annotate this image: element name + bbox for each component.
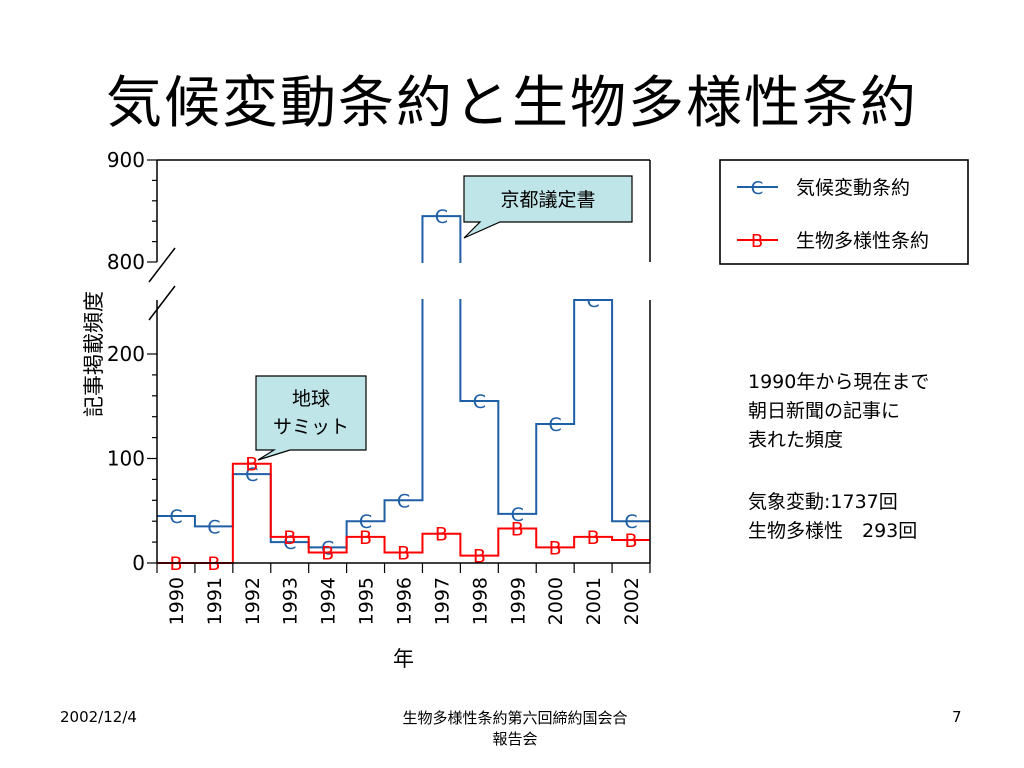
climate-marker-1997: C bbox=[435, 206, 448, 228]
biodiversity-marker-1998: B bbox=[473, 546, 486, 568]
axis-break-gap bbox=[156, 263, 651, 299]
climate-marker-1994: C bbox=[321, 537, 334, 559]
note-line-3: 表れた頻度 bbox=[748, 429, 844, 451]
biodiversity-marker-1997: B bbox=[435, 524, 448, 546]
y-tick-label: 0 bbox=[132, 551, 145, 575]
biodiversity-marker-1996: B bbox=[397, 543, 410, 565]
x-tick-label: 1990 bbox=[166, 577, 188, 625]
note-line-5: 生物多様性 293回 bbox=[748, 520, 918, 542]
callout-summit-line1: 地球 bbox=[292, 388, 330, 410]
footer-title-line2: 報告会 bbox=[492, 730, 538, 748]
climate-marker-1995: C bbox=[359, 511, 372, 533]
footer-title-line1: 生物多様性条約第六回締約国会合 bbox=[402, 709, 628, 727]
biodiversity-marker-1992: B bbox=[245, 454, 258, 476]
climate-marker-1998: C bbox=[473, 391, 486, 413]
x-tick-label: 1991 bbox=[204, 577, 226, 625]
climate-marker-1999: C bbox=[511, 504, 524, 526]
biodiversity-marker-1999: B bbox=[511, 519, 524, 541]
biodiversity-marker-2000: B bbox=[549, 537, 562, 559]
biodiversity-series-line bbox=[157, 462, 650, 564]
climate-series-line bbox=[157, 215, 650, 549]
x-tick-label: 2000 bbox=[545, 577, 567, 625]
biodiversity-marker-2002: B bbox=[625, 530, 638, 552]
x-tick-label: 1992 bbox=[242, 577, 264, 625]
x-tick-label: 1998 bbox=[469, 577, 491, 625]
x-tick-label: 1996 bbox=[394, 577, 416, 625]
biodiversity-marker-1991: B bbox=[207, 553, 220, 575]
climate-marker-2002: C bbox=[624, 511, 637, 533]
y-tick-label: 200 bbox=[107, 342, 145, 366]
x-tick-label: 1995 bbox=[356, 577, 378, 625]
footer-date: 2002/12/4 bbox=[60, 708, 137, 726]
legend-marker-biodiversity: B bbox=[751, 231, 763, 252]
footer-title: 生物多様性条約第六回締約国会合 報告会 bbox=[330, 708, 700, 750]
biodiversity-marker-2001: B bbox=[587, 527, 600, 549]
y-tick-label: 100 bbox=[107, 447, 145, 471]
page-number: 7 bbox=[952, 708, 962, 726]
note-line-1: 1990年から現在まで bbox=[748, 371, 930, 393]
biodiversity-marker-1994: B bbox=[321, 543, 334, 565]
callout-kyoto-protocol: 京都議定書 bbox=[463, 175, 633, 239]
legend-label-biodiversity: 生物多様性条約 bbox=[796, 230, 929, 252]
climate-marker-1991: C bbox=[207, 516, 220, 538]
x-tick-label: 1993 bbox=[280, 577, 302, 625]
callout-earth-summit: 地球 サミット bbox=[255, 375, 367, 461]
climate-marker-1992: C bbox=[245, 464, 258, 486]
y-tick-label: 900 bbox=[107, 148, 145, 172]
x-axis-title: 年 bbox=[393, 647, 414, 671]
legend-marker-climate: C bbox=[751, 178, 764, 199]
biodiversity-marker-1993: B bbox=[283, 527, 296, 549]
axis-break-mark-upper bbox=[148, 247, 176, 283]
legend-label-climate: 気候変動条約 bbox=[796, 177, 910, 199]
biodiversity-marker-1990: B bbox=[169, 553, 182, 575]
callout-summit-line2: サミット bbox=[273, 416, 349, 438]
x-tick-label: 2001 bbox=[583, 577, 605, 625]
climate-marker-2000: C bbox=[549, 414, 562, 436]
note-line-4: 気象変動:1737回 bbox=[748, 491, 898, 513]
climate-marker-1990: C bbox=[169, 506, 182, 528]
axis-break-mark-lower bbox=[148, 285, 176, 321]
legend: C 気候変動条約 B 生物多様性条約 bbox=[719, 159, 969, 265]
y-axis-title: 記事掲載頻度 bbox=[82, 291, 106, 417]
x-tick-label: 1999 bbox=[507, 577, 529, 625]
biodiversity-marker-1995: B bbox=[359, 527, 372, 549]
y-tick-label: 800 bbox=[107, 250, 145, 274]
climate-marker-1996: C bbox=[397, 490, 410, 512]
page-title: 気候変動条約と生物多様性条約 bbox=[106, 71, 918, 136]
x-tick-label: 1997 bbox=[431, 577, 453, 625]
x-tick-label: 2002 bbox=[621, 577, 643, 625]
x-tick-label: 1994 bbox=[318, 577, 340, 625]
callout-kyoto-text: 京都議定書 bbox=[500, 189, 595, 211]
note-line-2: 朝日新聞の記事に bbox=[748, 400, 901, 422]
